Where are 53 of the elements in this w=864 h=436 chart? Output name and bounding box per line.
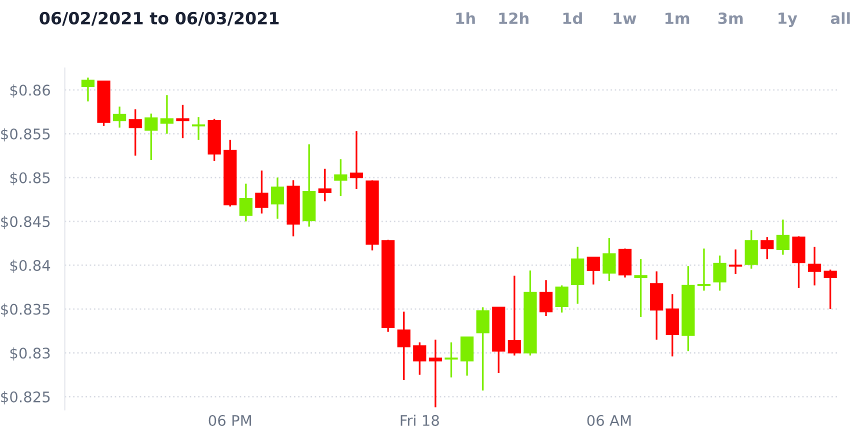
candlestick [476,306,490,392]
candlestick [460,336,474,376]
candlestick [160,94,174,135]
y-tick-label: $0.86 [10,84,50,98]
candlestick [808,246,822,286]
candlestick [334,158,348,197]
text: 1m [666,12,690,24]
x-tick-label: 06 AM [587,414,631,426]
text: 3m [718,12,743,24]
candlestick [397,310,410,381]
candlestick [697,248,711,292]
y-tick-label: $0.83 [10,347,50,361]
candlestick [81,76,95,102]
y-tick-label: $0.825 [1,391,50,404]
x-tick-label: 06 PM [208,414,251,426]
text: 12h [499,12,528,24]
candlestick [555,284,568,314]
candlestick [318,168,332,202]
candlestick [776,218,790,256]
candlestick [350,130,364,190]
text: 1d [563,12,582,24]
candlestick [144,112,158,161]
y-tick-label: $0.835 [1,304,50,317]
candlestick [634,258,648,318]
candlestick [729,248,742,275]
candlestick [539,279,553,317]
y-tick-label: $0.855 [1,128,50,142]
candlestick [824,268,837,310]
candlestick [128,108,142,156]
candlestick [428,338,442,408]
y-tick-label: $0.85 [10,172,50,186]
candlestick [586,256,600,286]
candlestick [760,236,774,260]
candlestick [508,274,521,356]
candlestick [192,116,206,141]
candlestick [113,106,126,128]
candlestick [413,342,426,376]
y-tick-label: $0.84 [10,260,50,273]
candlestick [176,104,190,139]
y-tick-label: $0.845 [1,216,50,230]
chart-title: 06/02/2021 to 06/03/2021 [40,12,279,26]
text: 1y [778,12,798,28]
text: 1h [456,12,475,24]
candlestick [602,237,616,282]
text: all [830,12,850,24]
candlestick [744,229,758,270]
text: 1w [614,12,636,24]
candlestick [270,176,284,220]
candlestick [444,342,458,378]
x-tick-label: Fri 18 [400,414,439,426]
candlestick [713,254,726,292]
candlestick [255,170,268,214]
candlestick [239,182,252,222]
